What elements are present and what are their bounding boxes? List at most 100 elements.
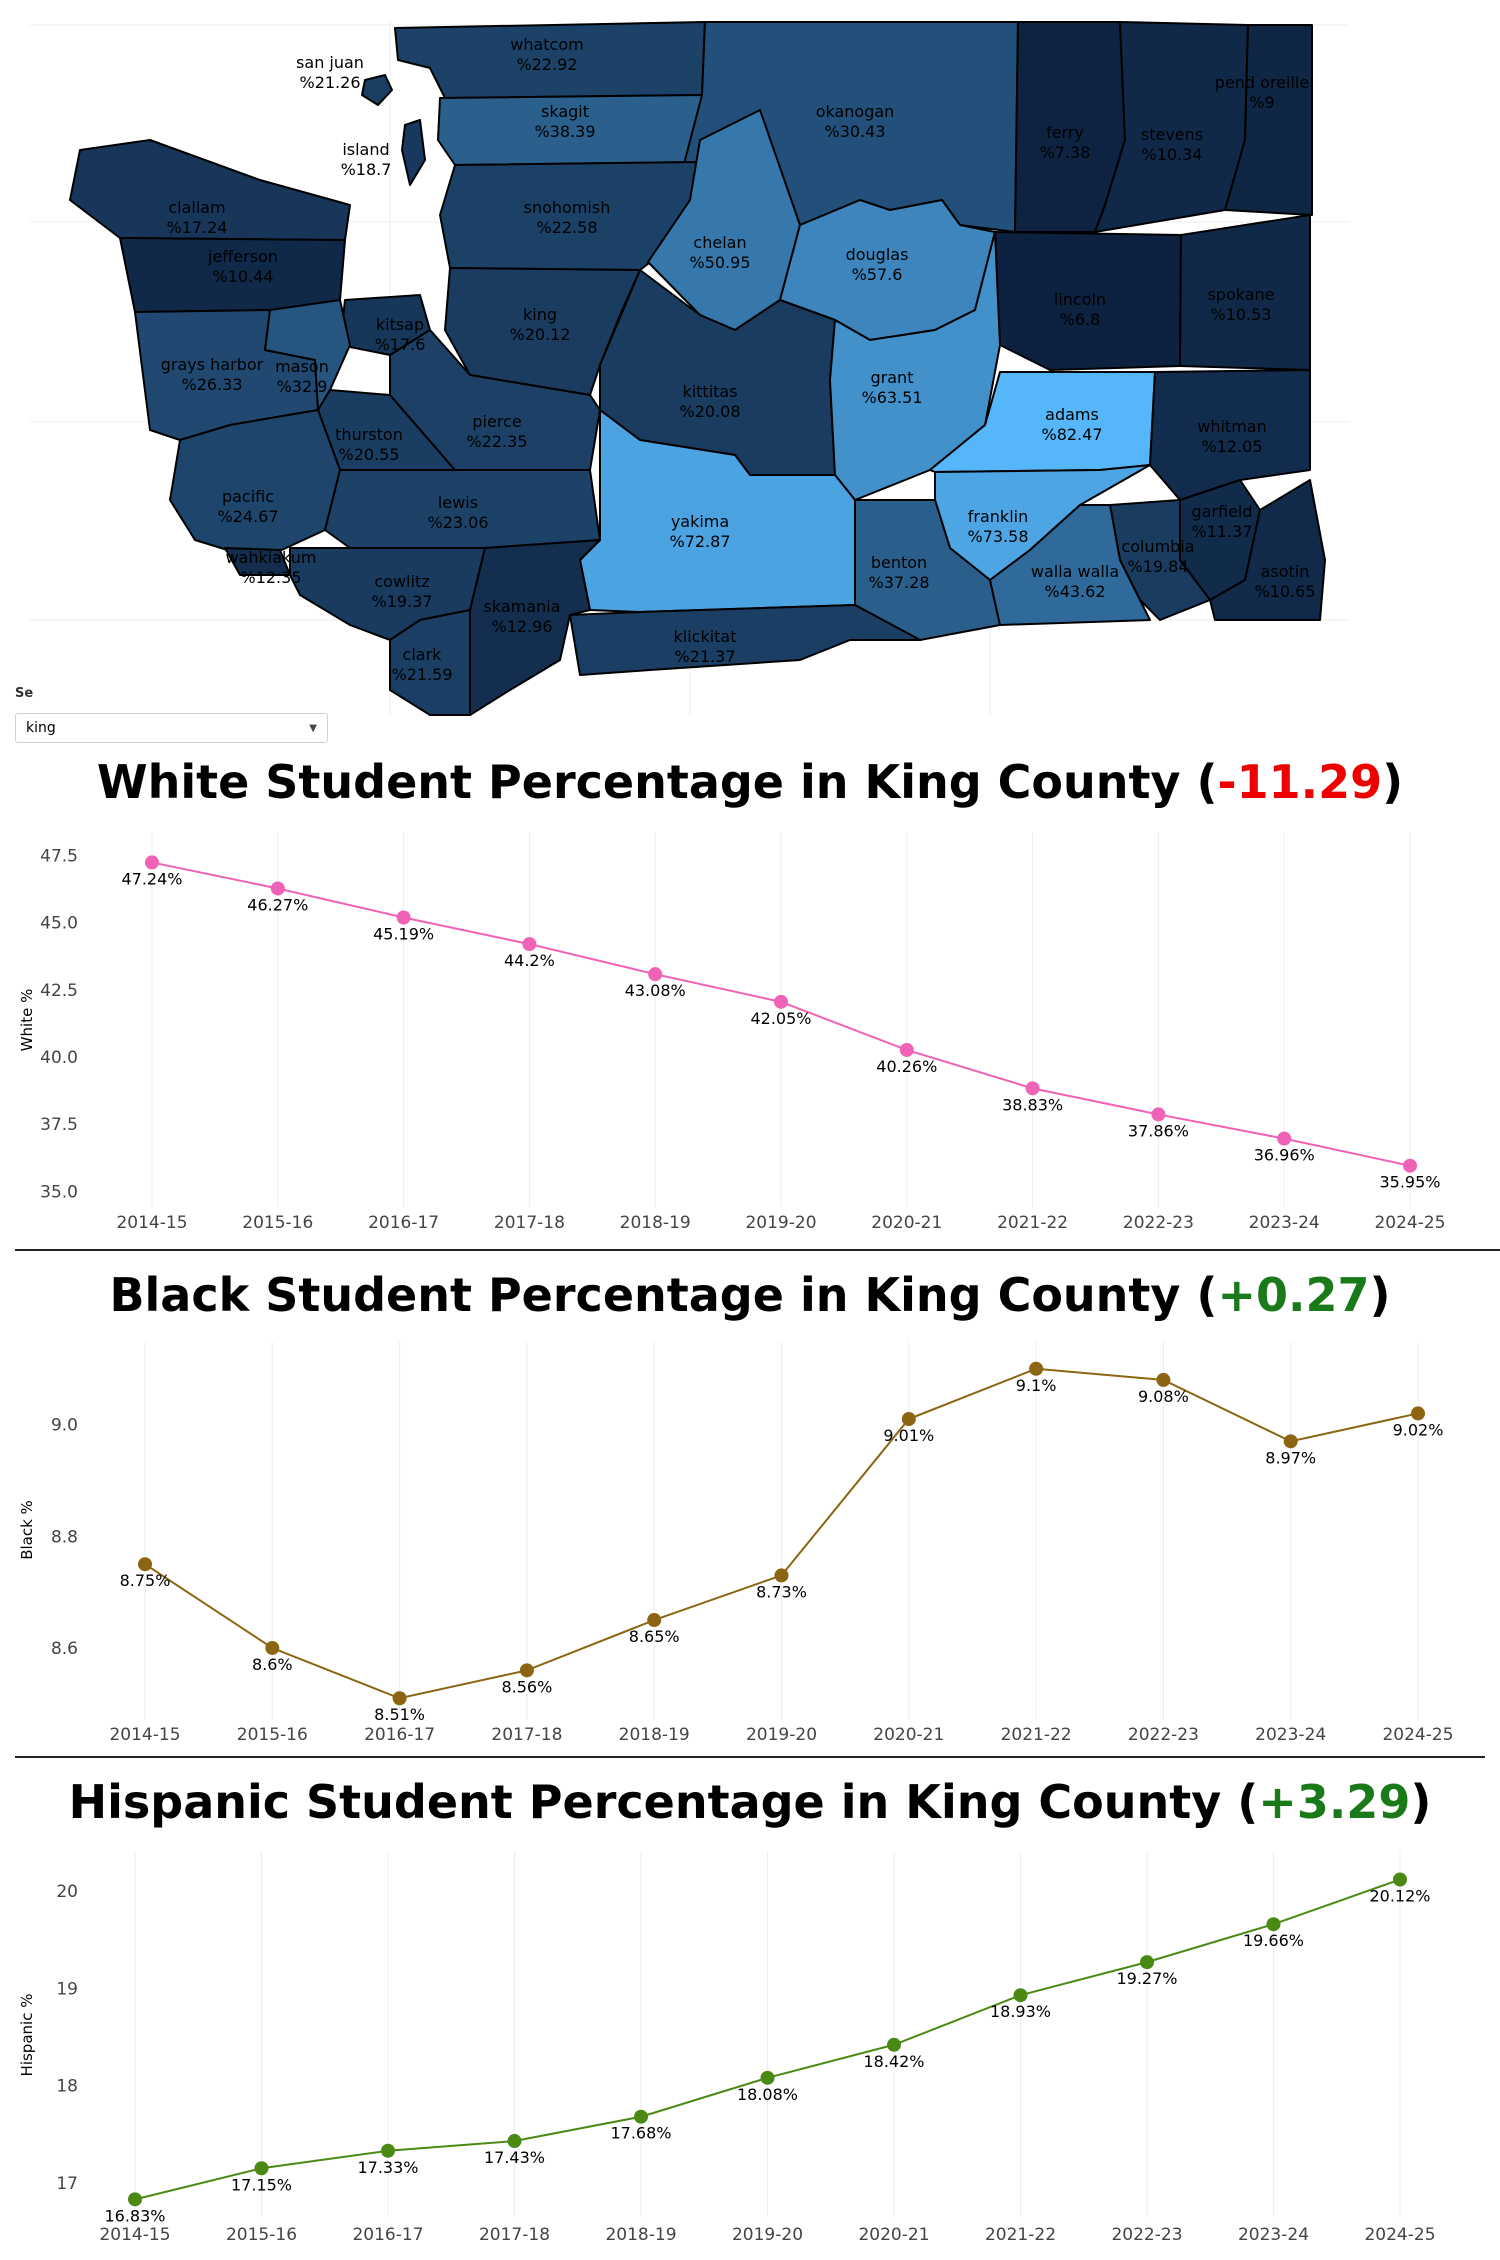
x-tick-label: 2020-21	[858, 2225, 929, 2245]
y-tick-label: 17	[56, 2174, 78, 2194]
x-tick-label: 2019-20	[746, 1725, 817, 1745]
data-point[interactable]	[519, 1663, 534, 1678]
data-point[interactable]	[1283, 1434, 1298, 1449]
county-name-label: snohomish	[524, 198, 611, 217]
county-value-label: %72.87	[669, 532, 730, 551]
data-point[interactable]	[1025, 1081, 1040, 1096]
hispanic-line-chart: 17 18 19 20 Hispanic % 2014-15 2015-16 2016-17 2…	[18, 1852, 1436, 2245]
data-label: 18.08%	[737, 2085, 798, 2104]
data-point[interactable]	[522, 937, 537, 952]
county-map-panel: san juan %21.26 whatcom %22.92 island %18.7 sk…	[0, 0, 1500, 720]
county-value-label: %82.47	[1041, 425, 1102, 444]
county-value-label: %10.53	[1210, 305, 1271, 324]
data-point[interactable]	[774, 994, 788, 1009]
data-point[interactable]	[507, 2134, 522, 2149]
data-point[interactable]	[381, 2143, 395, 2158]
data-point[interactable]	[899, 1042, 914, 1057]
county-value-label: %50.95	[689, 253, 750, 272]
county-name-label: lincoln	[1054, 290, 1106, 309]
data-point[interactable]	[887, 2037, 901, 2052]
y-tick-label: 8.6	[51, 1639, 78, 1659]
county-value-label: %18.7	[341, 160, 392, 179]
data-point[interactable]	[270, 881, 285, 896]
data-point[interactable]	[1403, 1158, 1417, 1173]
y-tick-label: 35.0	[40, 1182, 78, 1202]
data-point[interactable]	[648, 967, 663, 982]
x-tick-label: 2020-21	[873, 1725, 944, 1745]
data-label: 45.19%	[373, 924, 434, 943]
county-value-label: %19.84	[1127, 557, 1188, 576]
county-value-label: %20.12	[509, 325, 570, 344]
county-name-label: skagit	[541, 102, 589, 121]
county-san-juan[interactable]	[361, 74, 393, 106]
white-title-change: -11.29	[1217, 755, 1383, 809]
x-tick-label: 2014-15	[109, 1725, 180, 1745]
county-value-label: %43.62	[1044, 582, 1105, 601]
y-tick-label: 20	[56, 1882, 78, 1902]
data-point[interactable]	[254, 2161, 269, 2176]
county-select-value: king	[26, 720, 56, 736]
county-name-label: kitsap	[376, 315, 424, 334]
grid	[144, 1342, 1419, 1720]
x-tick-label: 2015-16	[242, 1213, 313, 1233]
county-value-label: %11.37	[1191, 522, 1252, 541]
county-name-label: thurston	[335, 425, 403, 444]
data-point[interactable]	[145, 855, 159, 870]
data-point[interactable]	[774, 1568, 789, 1583]
data-label: 17.15%	[231, 2175, 292, 2194]
county-value-label: %21.37	[674, 647, 735, 666]
county-value-label: %21.26	[299, 73, 360, 92]
county-asotin[interactable]	[1209, 479, 1326, 621]
data-label: 17.33%	[357, 2158, 418, 2177]
y-tick-label: 19	[56, 1979, 78, 1999]
data-point[interactable]	[396, 910, 411, 925]
black-title-end: )	[1369, 1268, 1391, 1322]
county-klickitat[interactable]	[569, 604, 921, 676]
county-select[interactable]: king ▼	[15, 713, 328, 743]
x-tick-label: 2024-25	[1364, 2225, 1435, 2245]
data-label: 19.66%	[1243, 1931, 1304, 1950]
y-tick-label: 8.8	[51, 1527, 78, 1547]
county-value-label: %12.35	[240, 568, 301, 587]
washington-county-map[interactable]: san juan%21.26 whatcom%22.92 island%18.7 sk…	[0, 0, 1500, 720]
caret-down-icon[interactable]: ▼	[309, 722, 317, 734]
data-point[interactable]	[138, 1557, 152, 1572]
x-tick-label: 2019-20	[745, 1213, 816, 1233]
data-point[interactable]	[1393, 1872, 1407, 1887]
county-island[interactable]	[401, 119, 426, 186]
x-tick-label: 2019-20	[732, 2225, 803, 2245]
county-name-label: grays harbor	[161, 355, 264, 374]
county-clark[interactable]	[389, 609, 471, 716]
data-point[interactable]	[1266, 1917, 1281, 1932]
data-point[interactable]	[760, 2070, 775, 2085]
data-point[interactable]	[128, 2192, 142, 2207]
data-point[interactable]	[1156, 1372, 1171, 1387]
data-point[interactable]	[901, 1412, 916, 1427]
county-name-label: wahkiakum	[225, 548, 316, 567]
data-label: 43.08%	[625, 981, 686, 1000]
x-tick-label: 2017-18	[491, 1725, 562, 1745]
data-label: 8.73%	[756, 1582, 807, 1601]
x-tick-label: 2017-18	[479, 2225, 550, 2245]
county-walla-walla[interactable]	[989, 504, 1151, 626]
county-value-label: %10.34	[1141, 145, 1202, 164]
x-tick-label: 2017-18	[494, 1213, 565, 1233]
county-grant[interactable]	[829, 231, 1001, 501]
data-point[interactable]	[634, 2109, 648, 2124]
black-line-chart: 8.6 8.8 9.0 Black % 2014-15 2015-16 2016-17 201…	[18, 1342, 1454, 1745]
data-point[interactable]	[1277, 1131, 1292, 1146]
x-tick-label: 2023-24	[1249, 1213, 1320, 1233]
data-point[interactable]	[1140, 1955, 1154, 1970]
county-value-label: %17.24	[166, 218, 227, 237]
data-point[interactable]	[1029, 1361, 1044, 1376]
x-tick-label: 2015-16	[237, 1725, 308, 1745]
county-clallam[interactable]	[69, 139, 351, 241]
data-point[interactable]	[392, 1691, 407, 1706]
data-point[interactable]	[647, 1613, 662, 1628]
county-value-label: %20.08	[679, 402, 740, 421]
data-point[interactable]	[1411, 1406, 1425, 1421]
county-pend-oreille[interactable]	[1224, 24, 1313, 216]
data-point[interactable]	[1151, 1107, 1166, 1122]
data-point[interactable]	[265, 1640, 280, 1655]
data-point[interactable]	[1013, 1988, 1028, 2003]
